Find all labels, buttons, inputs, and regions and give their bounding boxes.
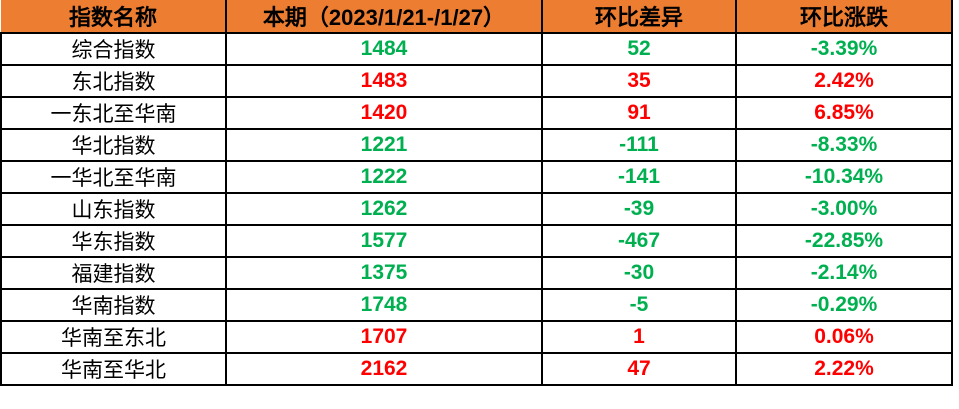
- wow-pct-cell: 6.85%: [735, 96, 953, 130]
- current-value-cell: 1577: [225, 224, 543, 258]
- wow-diff-cell: -5: [541, 288, 737, 322]
- table-row: 华南至东北 1707 1 0.06%: [0, 320, 953, 354]
- header-wow-difference: 环比差异: [541, 0, 737, 34]
- index-name-cell: 一东北至华南: [0, 96, 227, 130]
- table-row: 华北指数 1221 -111 -8.33%: [0, 128, 953, 162]
- header-index-name: 指数名称: [1, 0, 227, 34]
- wow-diff-cell: -141: [541, 160, 737, 194]
- wow-pct-cell: -3.39%: [735, 32, 953, 66]
- table-row: 山东指数 1262 -39 -3.00%: [0, 192, 953, 226]
- wow-diff-cell: -467: [541, 224, 737, 258]
- table-row: 一东北至华南 1420 91 6.85%: [0, 96, 953, 130]
- current-value-cell: 1483: [225, 64, 543, 98]
- current-value-cell: 2162: [225, 352, 543, 386]
- wow-diff-cell: -39: [541, 192, 737, 226]
- wow-pct-cell: -3.00%: [735, 192, 953, 226]
- header-wow-change-pct: 环比涨跌: [735, 0, 953, 34]
- wow-pct-cell: 2.22%: [735, 352, 953, 386]
- index-name-cell: 一华北至华南: [0, 160, 227, 194]
- wow-diff-cell: 1: [541, 320, 737, 354]
- index-name-cell: 东北指数: [0, 64, 227, 98]
- index-name-cell: 山东指数: [0, 192, 227, 226]
- wow-diff-cell: 35: [541, 64, 737, 98]
- index-name-cell: 华南至华北: [0, 352, 227, 386]
- current-value-cell: 1221: [225, 128, 543, 162]
- index-name-cell: 综合指数: [0, 32, 227, 66]
- current-value-cell: 1707: [225, 320, 543, 354]
- wow-pct-cell: 0.06%: [735, 320, 953, 354]
- container-freight-index-table: 指数名称 本期（2023/1/21-/1/27） 环比差异 环比涨跌 综合指数 …: [0, 0, 953, 386]
- table-header-row: 指数名称 本期（2023/1/21-/1/27） 环比差异 环比涨跌: [1, 0, 953, 34]
- current-value-cell: 1375: [225, 256, 543, 290]
- wow-diff-cell: 91: [541, 96, 737, 130]
- current-value-cell: 1484: [225, 32, 543, 66]
- table-row: 一华北至华南 1222 -141 -10.34%: [0, 160, 953, 194]
- wow-pct-cell: -2.14%: [735, 256, 953, 290]
- wow-pct-cell: 2.42%: [735, 64, 953, 98]
- index-name-cell: 华南指数: [0, 288, 227, 322]
- wow-pct-cell: -10.34%: [735, 160, 953, 194]
- wow-diff-cell: -111: [541, 128, 737, 162]
- table-row: 东北指数 1483 35 2.42%: [0, 64, 953, 98]
- table-row: 华南指数 1748 -5 -0.29%: [0, 288, 953, 322]
- header-current-period: 本期（2023/1/21-/1/27）: [225, 0, 543, 34]
- wow-diff-cell: -30: [541, 256, 737, 290]
- wow-diff-cell: 47: [541, 352, 737, 386]
- table-row: 华东指数 1577 -467 -22.85%: [0, 224, 953, 258]
- current-value-cell: 1748: [225, 288, 543, 322]
- wow-diff-cell: 52: [541, 32, 737, 66]
- index-name-cell: 华东指数: [0, 224, 227, 258]
- wow-pct-cell: -22.85%: [735, 224, 953, 258]
- current-value-cell: 1420: [225, 96, 543, 130]
- current-value-cell: 1222: [225, 160, 543, 194]
- table-row: 华南至华北 2162 47 2.22%: [0, 352, 953, 386]
- table-body: 综合指数 1484 52 -3.39% 东北指数 1483 35 2.42% 一…: [0, 32, 953, 386]
- index-name-cell: 华北指数: [0, 128, 227, 162]
- current-value-cell: 1262: [225, 192, 543, 226]
- index-name-cell: 华南至东北: [0, 320, 227, 354]
- table-row: 福建指数 1375 -30 -2.14%: [0, 256, 953, 290]
- index-name-cell: 福建指数: [0, 256, 227, 290]
- table-row: 综合指数 1484 52 -3.39%: [0, 32, 953, 66]
- wow-pct-cell: -8.33%: [735, 128, 953, 162]
- wow-pct-cell: -0.29%: [735, 288, 953, 322]
